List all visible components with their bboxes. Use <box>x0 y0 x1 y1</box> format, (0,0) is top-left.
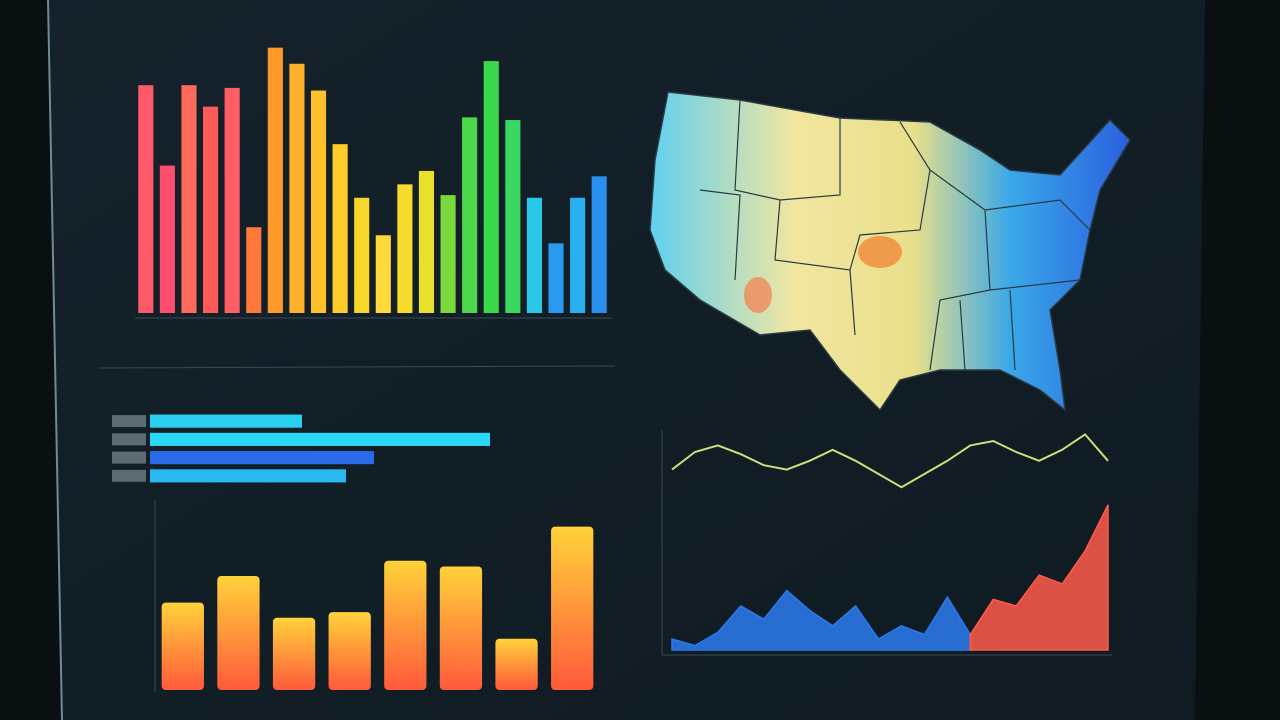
bar <box>246 227 262 313</box>
bar <box>462 117 478 313</box>
bar <box>551 526 594 690</box>
bar <box>150 451 374 465</box>
bar <box>570 197 586 313</box>
area <box>969 504 1109 651</box>
map-hotspot <box>858 236 902 268</box>
divider <box>99 365 616 369</box>
bar <box>505 120 521 313</box>
bar <box>138 85 154 313</box>
bar <box>439 566 483 690</box>
bar <box>224 87 240 313</box>
bar <box>548 243 564 313</box>
map-hotspot <box>744 277 772 313</box>
bar <box>440 195 456 313</box>
bar <box>483 61 499 313</box>
bar-label-chip <box>112 469 146 482</box>
bar <box>181 85 197 313</box>
bar <box>591 176 607 313</box>
bar <box>384 560 427 690</box>
bar <box>495 638 538 690</box>
us-map <box>649 91 1131 412</box>
bar <box>161 602 204 690</box>
bar-label-chip <box>112 415 146 428</box>
bar <box>375 235 391 313</box>
bar <box>332 144 348 313</box>
area <box>671 589 972 651</box>
bar <box>418 170 435 313</box>
screen-edge <box>47 0 63 720</box>
bar <box>150 414 302 428</box>
bar <box>328 612 371 690</box>
bar <box>272 617 316 690</box>
line <box>671 433 1109 489</box>
bar-label-chip <box>112 433 146 446</box>
bar <box>289 63 305 314</box>
bar <box>159 165 175 313</box>
bar <box>150 469 346 483</box>
map-borders <box>699 99 1091 371</box>
bar <box>217 576 260 690</box>
bar <box>354 197 370 313</box>
bar <box>150 432 490 446</box>
bar <box>267 47 283 314</box>
bar <box>526 197 542 313</box>
bar <box>310 90 327 313</box>
bar-label-chip <box>112 451 146 464</box>
bar <box>397 184 413 313</box>
bar <box>203 106 219 313</box>
